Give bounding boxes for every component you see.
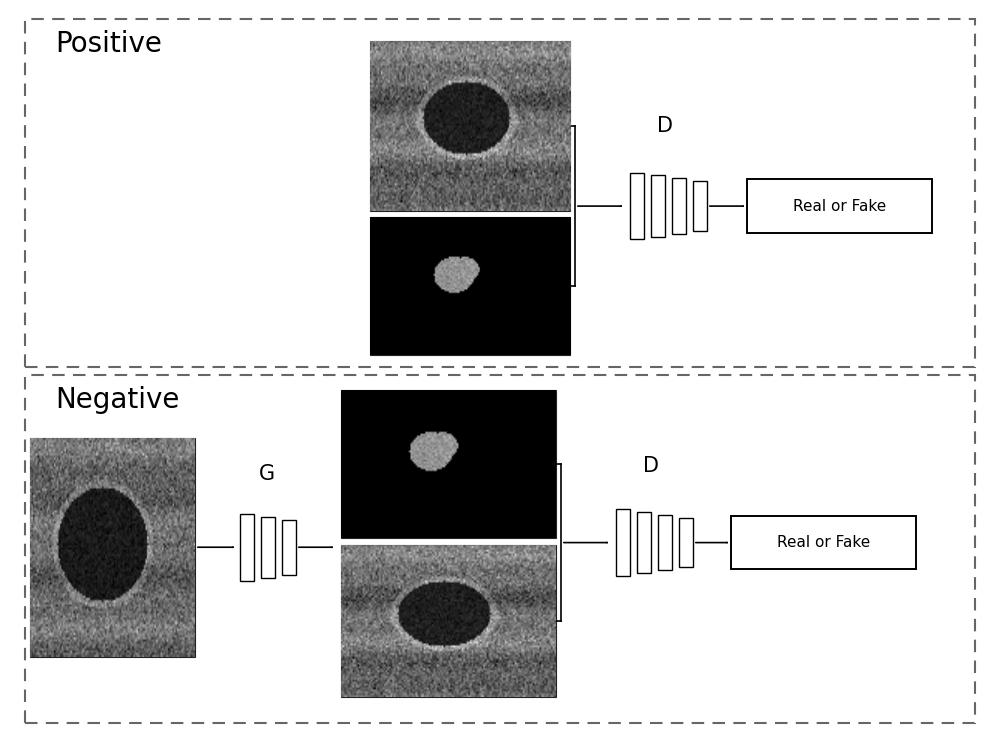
Text: Real or Fake: Real or Fake bbox=[777, 535, 870, 550]
Bar bbox=[261, 516, 275, 578]
Bar bbox=[240, 513, 254, 580]
Text: D: D bbox=[657, 116, 673, 136]
Text: Negative: Negative bbox=[55, 386, 179, 414]
Bar bbox=[341, 545, 556, 697]
Bar bbox=[651, 175, 665, 237]
Text: G: G bbox=[259, 464, 275, 484]
Bar bbox=[630, 173, 644, 240]
Bar bbox=[30, 438, 195, 657]
Bar bbox=[747, 180, 932, 233]
Bar bbox=[679, 518, 693, 568]
Text: D: D bbox=[643, 456, 659, 476]
Bar bbox=[693, 181, 707, 231]
Bar bbox=[731, 516, 916, 569]
Bar bbox=[282, 519, 296, 575]
Bar bbox=[341, 390, 556, 538]
Text: Real or Fake: Real or Fake bbox=[793, 199, 886, 214]
Text: Positive: Positive bbox=[55, 30, 162, 58]
Bar bbox=[25, 19, 975, 367]
Bar bbox=[370, 41, 570, 211]
Bar bbox=[637, 512, 651, 574]
Bar bbox=[25, 375, 975, 723]
Bar bbox=[658, 515, 672, 571]
Bar bbox=[370, 217, 570, 355]
Bar bbox=[616, 509, 630, 576]
Bar bbox=[672, 178, 686, 234]
